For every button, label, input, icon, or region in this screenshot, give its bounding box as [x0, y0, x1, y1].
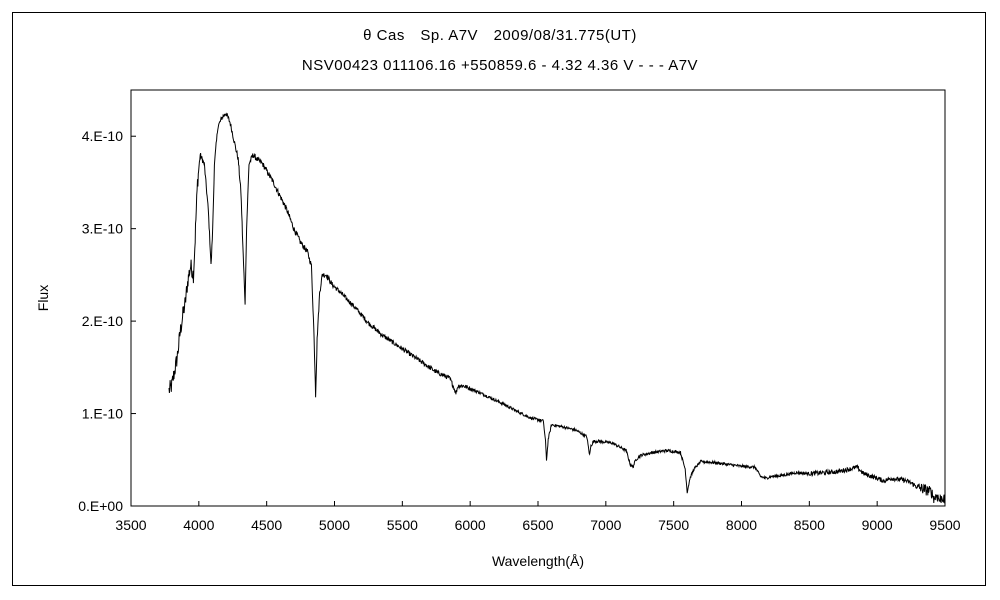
x-tick-label: 5500 — [387, 517, 418, 533]
y-tick-label: 2.E-10 — [82, 313, 123, 329]
y-tick-label: 0.E+00 — [78, 498, 123, 514]
x-tick-label: 5000 — [319, 517, 350, 533]
spectrum-series-line — [168, 112, 946, 504]
x-tick-label: 4500 — [251, 517, 282, 533]
x-tick-label: 8500 — [794, 517, 825, 533]
x-axis-ticks: 3500 4000 4500 5000 5500 6000 6500 7000 7500 8000… — [115, 501, 961, 533]
chart-subtitle: NSV00423 011106.16 +550859.6 - 4.32 4.36… — [302, 57, 698, 74]
x-tick-label: 7000 — [590, 517, 621, 533]
x-tick-label: 7500 — [658, 517, 689, 533]
x-tick-label: 6500 — [522, 517, 553, 533]
x-tick-label: 9500 — [929, 517, 960, 533]
x-tick-label: 8000 — [726, 517, 757, 533]
y-axis-label: Flux — [35, 285, 51, 311]
x-tick-label: 4000 — [183, 517, 214, 533]
x-tick-label: 3500 — [115, 517, 146, 533]
chart-frame — [12, 12, 986, 586]
x-tick-label: 6000 — [455, 517, 486, 533]
y-tick-label: 1.E-10 — [82, 406, 123, 422]
x-tick-label: 9000 — [862, 517, 893, 533]
plot-area — [130, 89, 946, 507]
y-axis-ticks: 0.E+00 1.E-10 2.E-10 3.E-10 4.E-10 — [78, 128, 136, 514]
y-tick-label: 4.E-10 — [82, 128, 123, 144]
x-axis-label: Wavelength(Å) — [492, 553, 584, 569]
y-tick-label: 3.E-10 — [82, 221, 123, 237]
chart-title: θ Cas Sp. A7V 2009/08/31.775(UT) — [363, 27, 637, 44]
